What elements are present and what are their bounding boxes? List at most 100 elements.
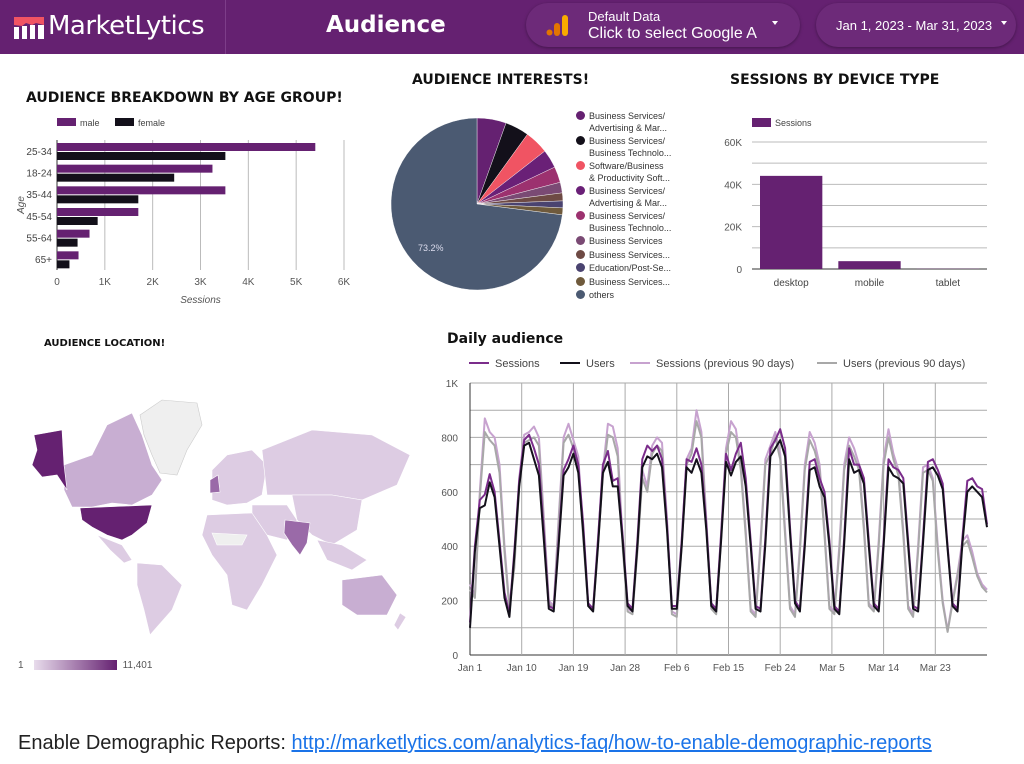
x-tick-label: Mar 14 xyxy=(868,663,900,674)
demographics-help-link[interactable]: http://marketlytics.com/analytics-faq/ho… xyxy=(291,732,932,754)
legend-item[interactable]: Business Services/ Business Technolo... xyxy=(576,135,672,159)
legend-item[interactable]: Education/Post-Se... xyxy=(576,262,672,274)
legend-label: Business Services/ Business Technolo... xyxy=(589,136,672,158)
world-map[interactable] xyxy=(12,395,412,635)
map-scale-max: 11,401 xyxy=(122,659,153,671)
map-uk xyxy=(209,474,221,494)
interests-pie-chart: 73.2% xyxy=(390,117,564,291)
header-divider xyxy=(225,0,226,54)
y-tick-label: 18-24 xyxy=(26,169,52,180)
legend-swatch-sessions xyxy=(752,118,771,127)
legend-item[interactable]: Software/Business & Productivity Soft... xyxy=(576,160,672,184)
x-tick-label: tablet xyxy=(936,278,961,289)
age-chart-title: AUDIENCE BREAKDOWN BY AGE GROUP! xyxy=(26,90,343,106)
x-tick-label: Mar 23 xyxy=(920,663,952,674)
legend-dot-icon xyxy=(576,186,585,195)
y-tick-label: 60K xyxy=(724,138,742,149)
legend-dot-icon xyxy=(576,249,585,259)
legend-item[interactable]: Business Services/ Business Technolo... xyxy=(576,210,672,234)
map-central-america xyxy=(96,534,133,564)
bar-male-65+ xyxy=(57,251,79,260)
map-india xyxy=(283,519,311,556)
bar-desktop xyxy=(760,175,823,269)
bar-male-35-44 xyxy=(57,186,226,195)
daily-audience-chart: Sessions Users Sessions (previous 90 days)… xyxy=(441,358,988,674)
map-europe xyxy=(211,449,268,506)
x-tick-label: 3K xyxy=(194,277,207,288)
map-alaska xyxy=(31,429,68,491)
y-tick-label: 55-64 xyxy=(26,234,52,245)
x-tick-label: Mar 5 xyxy=(819,663,845,674)
legend-label: Software/Business & Productivity Soft... xyxy=(589,161,671,183)
legend-dot-icon xyxy=(576,236,585,245)
bar-female-45-54 xyxy=(57,217,98,225)
date-range-value: Jan 1, 2023 - Mar 31, 2023 xyxy=(836,18,993,33)
y-tick-label: 45-54 xyxy=(26,212,52,223)
date-range-selector[interactable]: Jan 1, 2023 - Mar 31, 2023 xyxy=(816,3,1016,47)
legend-dot-icon xyxy=(576,290,585,299)
footer-label: Enable Demographic Reports: xyxy=(18,732,292,754)
map-scale: 1 11,401 xyxy=(18,658,152,672)
legend-label: Business Services... xyxy=(589,276,671,287)
legend-label: Users (previous 90 days) xyxy=(843,358,965,370)
map-usa xyxy=(79,504,153,541)
x-tick-label: Jan 1 xyxy=(458,663,483,674)
legend-item[interactable]: Business Services xyxy=(576,235,672,247)
bar-female-65+ xyxy=(57,260,70,269)
y-axis-label: Age xyxy=(16,196,27,215)
bar-male-25-34 xyxy=(57,143,316,151)
map-russia xyxy=(261,429,411,501)
bar-male-55-64 xyxy=(57,229,90,238)
y-tick-label: 35-44 xyxy=(26,190,52,201)
legend-label-female: female xyxy=(138,118,165,128)
legend-dot-icon xyxy=(576,136,585,145)
brand-name: MarketLytics xyxy=(48,11,205,41)
legend-dot-icon xyxy=(576,211,585,220)
legend-label-male: male xyxy=(80,118,100,128)
bar-male-45-54 xyxy=(57,208,139,216)
data-source-label: Default Data xyxy=(588,9,661,24)
marketlytics-logo-icon xyxy=(14,17,44,39)
x-tick-label: 0 xyxy=(54,277,60,288)
bar-female-55-64 xyxy=(57,238,78,247)
x-axis-label: Sessions xyxy=(180,295,221,306)
chevron-down-icon xyxy=(1001,21,1007,25)
map-australia xyxy=(341,574,398,616)
bar-mobile xyxy=(838,261,901,269)
legend-label: Sessions (previous 90 days) xyxy=(656,358,794,370)
page-title: Audience xyxy=(326,12,446,38)
x-tick-label: Feb 24 xyxy=(765,663,797,674)
legend-item[interactable]: Business Services/ Advertising & Mar... xyxy=(576,110,672,134)
y-tick-label: 20K xyxy=(724,223,742,234)
legend-item[interactable]: Business Services... xyxy=(576,276,672,288)
bar-female-18-24 xyxy=(57,173,175,182)
y-tick-label: 200 xyxy=(441,597,458,608)
map-greenland xyxy=(139,399,203,476)
x-tick-label: Feb 6 xyxy=(664,663,690,674)
x-tick-label: desktop xyxy=(774,278,809,289)
legend-label: Sessions xyxy=(495,358,540,370)
legend-item[interactable]: others xyxy=(576,289,672,301)
daily-chart-title: Daily audience xyxy=(447,331,564,347)
brand-logo[interactable]: MarketLytics xyxy=(14,9,205,43)
location-map-title: AUDIENCE LOCATION! xyxy=(44,338,166,349)
legend-item[interactable]: Business Services/ Advertising & Mar... xyxy=(576,185,672,209)
y-tick-label: 1K xyxy=(446,379,459,390)
google-analytics-icon xyxy=(546,15,568,36)
legend-item[interactable]: Business Services... xyxy=(576,249,672,261)
x-tick-label: Jan 10 xyxy=(507,663,537,674)
footer-note: Enable Demographic Reports: http://marke… xyxy=(18,732,932,755)
y-tick-label: 40K xyxy=(724,180,742,191)
map-south-america xyxy=(136,562,183,635)
device-chart-title: SESSIONS BY DEVICE TYPE xyxy=(730,72,940,88)
pie-slice-9 xyxy=(390,117,563,291)
legend-swatch-male xyxy=(57,118,76,126)
pie-data-label: 73.2% xyxy=(418,243,444,253)
x-tick-label: mobile xyxy=(855,278,885,289)
legend-label: Business Services/ Advertising & Mar... xyxy=(589,186,668,208)
data-source-selector[interactable]: Default Data Click to select Google Anal… xyxy=(526,3,800,47)
legend-dot-icon xyxy=(576,276,585,286)
x-tick-label: 6K xyxy=(338,277,351,288)
y-tick-label: 600 xyxy=(441,488,458,499)
legend-label: Users xyxy=(586,358,615,370)
